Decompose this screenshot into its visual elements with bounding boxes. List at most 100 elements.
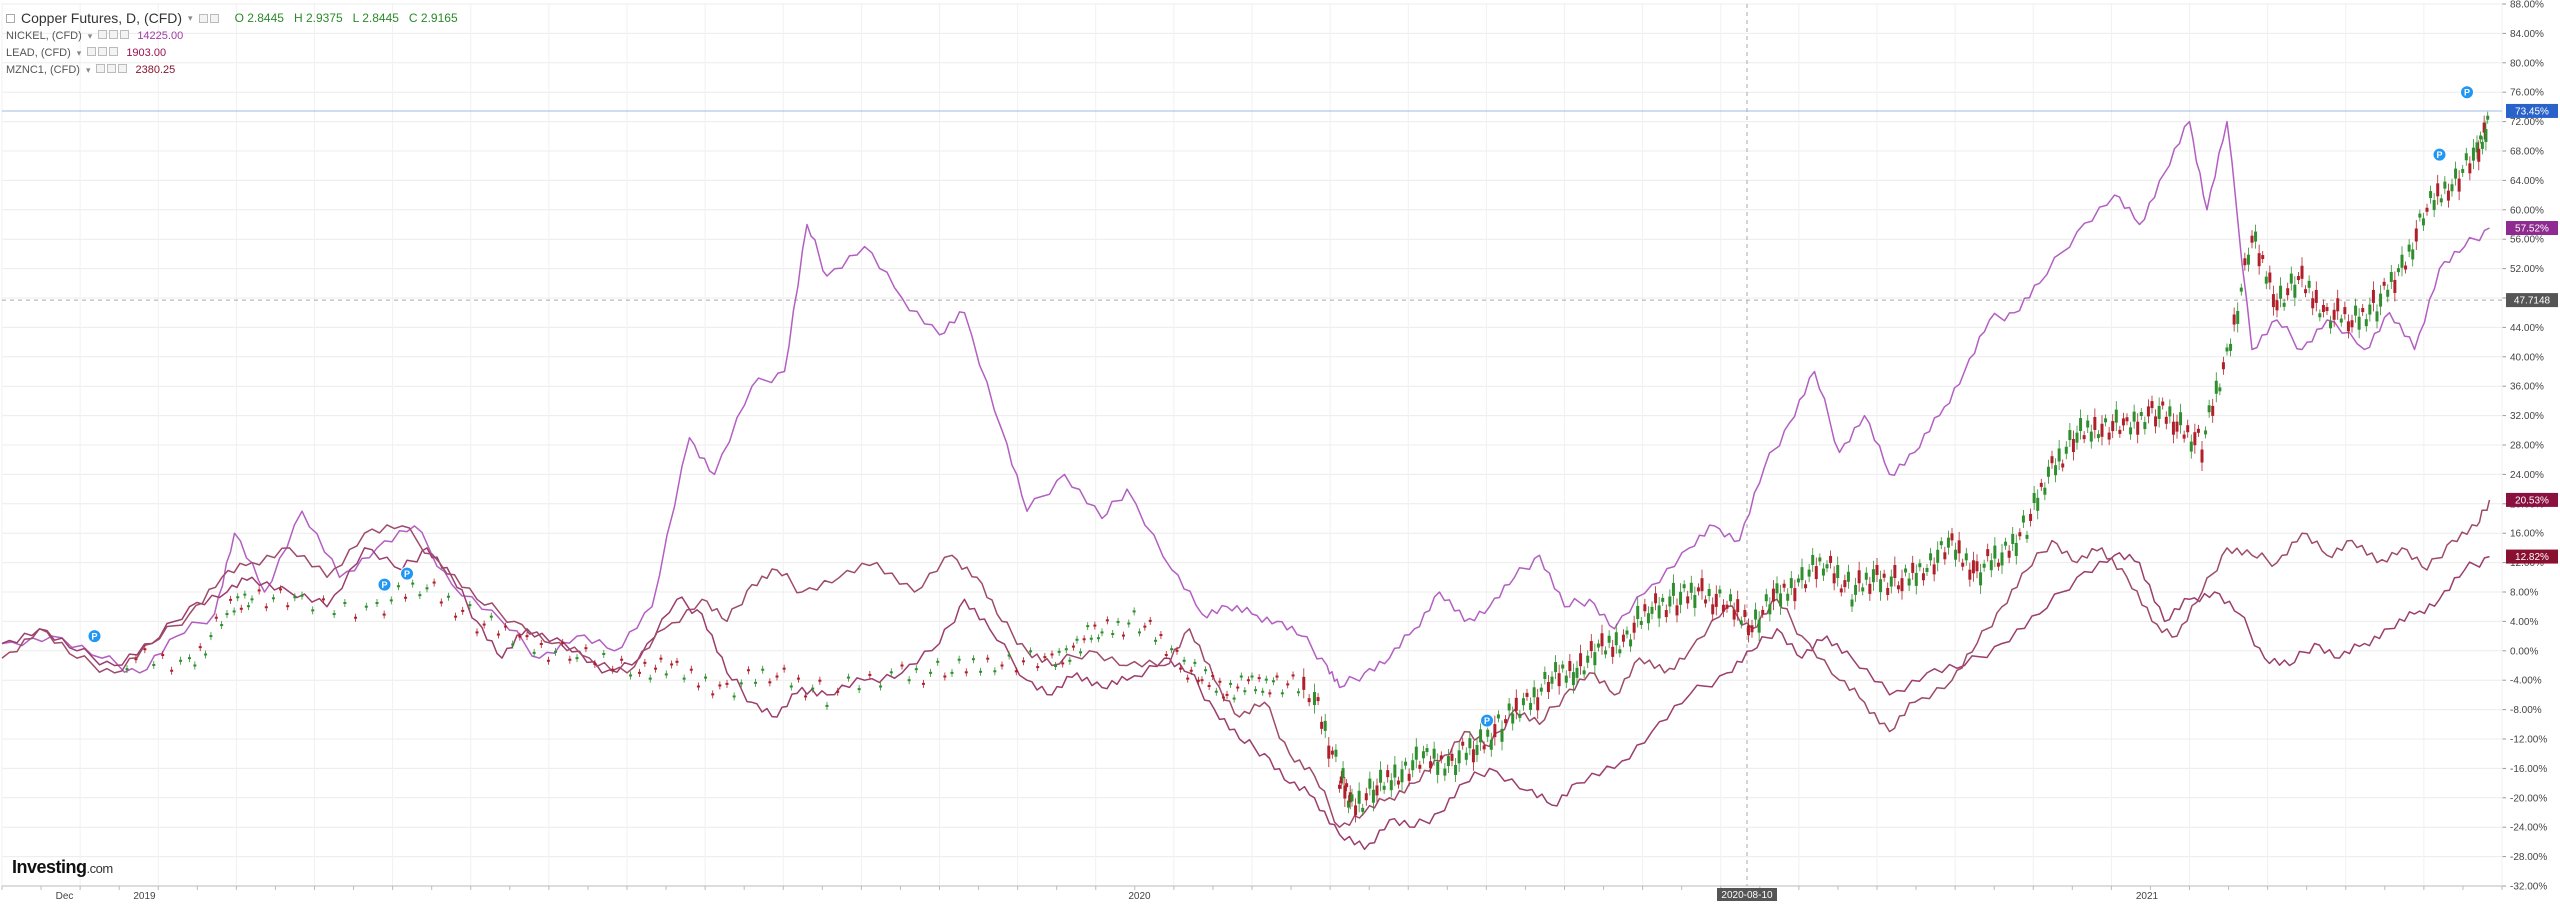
candle-body: [489, 615, 493, 618]
candle-body: [789, 685, 793, 688]
candle-body: [243, 593, 247, 596]
candle-body: [1675, 605, 1679, 616]
event-marker-letter: P: [381, 580, 387, 590]
candle-body: [188, 657, 191, 660]
settings-icon[interactable]: [107, 64, 117, 73]
candle-body: [825, 704, 829, 707]
candle-body: [1054, 665, 1058, 668]
candle-body: [1925, 567, 1929, 572]
candle-body: [1486, 729, 1490, 737]
candle-body: [2068, 430, 2072, 441]
candle-body: [1761, 609, 1765, 614]
candle-body: [2089, 431, 2093, 442]
legend-row-zinc[interactable]: MZNC1, (CFD) ▾ 2380.25: [6, 62, 458, 79]
candle-body: [1089, 637, 1093, 640]
visibility-icon[interactable]: [96, 64, 106, 73]
candle-body: [1946, 537, 1950, 548]
y-tick-label: 76.00%: [2510, 88, 2544, 99]
candle-body: [1229, 682, 1233, 685]
candle-body: [1148, 619, 1152, 622]
candle-body: [846, 676, 850, 679]
chevron-down-icon[interactable]: ▾: [188, 13, 193, 23]
y-tick-label: -28.00%: [2510, 852, 2547, 863]
legend-row-lead[interactable]: LEAD, (CFD) ▾ 1903.00: [6, 45, 458, 62]
candle-body: [2243, 258, 2247, 266]
candle-body: [1404, 761, 1408, 766]
candle-body: [1864, 572, 1868, 580]
candle-body: [2479, 135, 2483, 140]
overlay-name[interactable]: MZNC1, (CFD): [6, 64, 80, 76]
settings-icon[interactable]: [98, 47, 108, 56]
close-icon[interactable]: [118, 64, 128, 73]
candle-body: [1232, 697, 1236, 700]
candle-body: [1239, 675, 1243, 678]
visibility-icon[interactable]: [98, 30, 108, 39]
y-tick-label: 68.00%: [2510, 147, 2544, 158]
candle-body: [546, 659, 550, 662]
y-tick-label: 64.00%: [2510, 176, 2544, 187]
candle-body: [1582, 670, 1586, 675]
candle-body: [525, 635, 529, 638]
candle-body: [561, 641, 565, 644]
candle-body: [2325, 307, 2329, 312]
settings-icon[interactable]: [109, 30, 119, 39]
candle-body: [950, 671, 954, 674]
candle-body: [2382, 281, 2386, 286]
candle-body: [1313, 692, 1316, 706]
candle-body: [311, 609, 315, 612]
candle-body: [1339, 776, 1343, 784]
candle-body: [1900, 578, 1904, 592]
candle-body: [936, 660, 940, 663]
series-candles-copper: [125, 111, 2490, 823]
candle-body: [2477, 148, 2481, 162]
candle-body: [2021, 515, 2025, 523]
candle-body: [2046, 466, 2050, 477]
candle-body: [1879, 579, 1883, 593]
candle-body: [2157, 405, 2161, 419]
chevron-down-icon[interactable]: ▾: [87, 31, 93, 41]
overlay-name[interactable]: NICKEL, (CFD): [6, 30, 82, 42]
candle-body: [1268, 692, 1272, 695]
candle-body: [1007, 654, 1011, 657]
candle-body: [279, 588, 283, 591]
candle-body: [2379, 293, 2383, 307]
chevron-down-icon[interactable]: ▾: [85, 65, 91, 75]
overlay-name[interactable]: LEAD, (CFD): [6, 47, 71, 59]
candle-body: [1854, 584, 1858, 595]
candle-body: [2279, 285, 2283, 299]
close-icon[interactable]: [120, 30, 130, 39]
collapse-legend-icon[interactable]: [6, 14, 15, 23]
candle-body: [2386, 289, 2390, 297]
candle-body: [2014, 542, 2018, 556]
close-icon[interactable]: [209, 14, 219, 23]
candle-body: [1711, 604, 1715, 615]
candle-body: [2268, 272, 2272, 283]
candle-body: [1929, 553, 1933, 561]
candle-body: [1661, 597, 1665, 602]
candle-body: [193, 664, 197, 667]
legend-main-row[interactable]: Copper Futures, D, (CFD) ▾ O 2.8445 H 2.…: [6, 10, 458, 27]
candle-body: [220, 624, 224, 627]
candle-body: [568, 658, 572, 661]
legend-row-nickel[interactable]: NICKEL, (CFD) ▾ 14225.00: [6, 28, 458, 45]
candle-body: [2314, 289, 2318, 303]
candle-body: [1075, 638, 1079, 641]
candle-body: [2189, 441, 2193, 452]
chevron-down-icon[interactable]: ▾: [76, 48, 82, 58]
settings-icon[interactable]: [198, 14, 208, 23]
candle-body: [1986, 549, 1990, 557]
candle-body: [1657, 605, 1661, 619]
candle-body: [2407, 244, 2411, 252]
candle-body: [1800, 567, 1804, 581]
candle-body: [2079, 418, 2083, 432]
close-icon[interactable]: [109, 47, 119, 56]
candle-body: [1518, 713, 1522, 718]
candle-body: [1829, 555, 1833, 563]
visibility-icon[interactable]: [87, 47, 97, 56]
candle-body: [1511, 713, 1515, 724]
symbol-title[interactable]: Copper Futures, D, (CFD): [21, 10, 183, 26]
candle-body: [2482, 122, 2486, 133]
candle-body: [1021, 660, 1025, 663]
